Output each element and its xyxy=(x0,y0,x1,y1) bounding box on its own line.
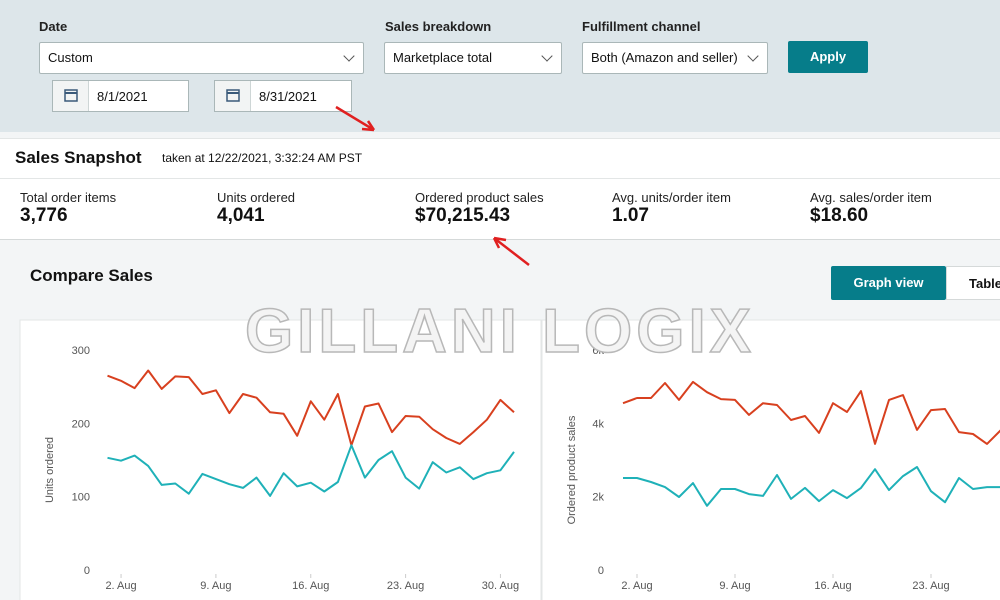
x-tick-label: 2. Aug xyxy=(105,580,136,592)
metric-label: Units ordered xyxy=(217,190,296,205)
y-tick-label: 6k xyxy=(592,345,604,357)
chart-panel xyxy=(19,319,542,600)
date-select[interactable]: Custom xyxy=(39,42,364,74)
x-tick-label: 9. Aug xyxy=(200,580,231,592)
end-date-input[interactable]: 8/31/2021 xyxy=(214,80,352,112)
metric-label: Ordered product sales xyxy=(415,190,544,205)
metric-value: 4,041 xyxy=(217,205,265,226)
calendar-icon xyxy=(53,81,89,111)
series-line xyxy=(623,466,1000,507)
start-date-input[interactable]: 8/1/2021 xyxy=(52,80,189,112)
y-tick-label: 2k xyxy=(592,492,604,504)
metric-label: Avg. units/order item xyxy=(612,190,731,205)
y-tick-label: 0 xyxy=(598,565,604,577)
metric-label: Avg. sales/order item xyxy=(810,190,932,205)
snapshot-time: taken at 12/22/2021, 3:32:24 AM PST xyxy=(162,151,363,165)
chart-panel xyxy=(541,319,1000,600)
y-tick-label: 0 xyxy=(84,565,90,577)
y-tick-label: 4k xyxy=(592,418,604,430)
x-tick-label: 9. Aug xyxy=(719,580,750,592)
red-arrow xyxy=(492,236,530,266)
x-tick-label: 23. Aug xyxy=(387,580,424,592)
series-line xyxy=(622,380,1000,445)
snapshot-panel xyxy=(0,138,1000,240)
y-tick-label: 200 xyxy=(72,418,90,430)
watermark: GILLANI LOGIX xyxy=(245,297,755,366)
apply-button[interactable]: Apply xyxy=(788,41,868,73)
calendar-icon xyxy=(215,81,251,111)
x-tick-label: 16. Aug xyxy=(814,580,851,592)
filter-label: Sales breakdown xyxy=(385,19,492,34)
chart: 0 100 200 300 2. Aug 9. Aug 16. Aug 23. Aug 30. … xyxy=(44,345,519,592)
chart: 0 2k 4k 6k 2. Aug 9. Aug 16. Aug 23. Aug Ordered… xyxy=(566,345,1000,592)
table-tab[interactable]: Table xyxy=(946,266,1000,300)
compare-title: Compare Sales xyxy=(30,266,153,285)
x-tick-label: 2. Aug xyxy=(621,580,652,592)
red-arrow xyxy=(335,105,376,132)
series-line xyxy=(107,444,515,497)
metric-value: 3,776 xyxy=(20,205,68,226)
x-tick-label: 16. Aug xyxy=(292,580,329,592)
divider xyxy=(0,178,1000,179)
y-axis-label: Ordered product sales xyxy=(566,415,578,524)
metric-value: $18.60 xyxy=(810,205,869,226)
end-date: 8/31/2021 xyxy=(259,89,317,104)
snapshot-title: Sales Snapshot xyxy=(15,148,142,167)
graph-view-tab[interactable]: Graph view xyxy=(831,266,946,300)
filter-label: Fulfillment channel xyxy=(582,19,701,34)
x-tick-label: 23. Aug xyxy=(912,580,949,592)
start-date: 8/1/2021 xyxy=(97,89,148,104)
y-tick-label: 300 xyxy=(72,345,90,357)
metric-value: $70,215.43 xyxy=(415,205,511,226)
filter-label: Date xyxy=(39,19,68,34)
channel-select[interactable]: Both (Amazon and seller) xyxy=(582,42,768,74)
y-tick-label: 100 xyxy=(72,492,90,504)
y-axis-label: Units ordered xyxy=(44,437,56,503)
series-line xyxy=(107,369,515,447)
breakdown-select[interactable]: Marketplace total xyxy=(384,42,562,74)
metric-label: Total order items xyxy=(20,190,117,205)
x-tick-label: 30. Aug xyxy=(482,580,519,592)
metric-value: 1.07 xyxy=(612,205,649,226)
